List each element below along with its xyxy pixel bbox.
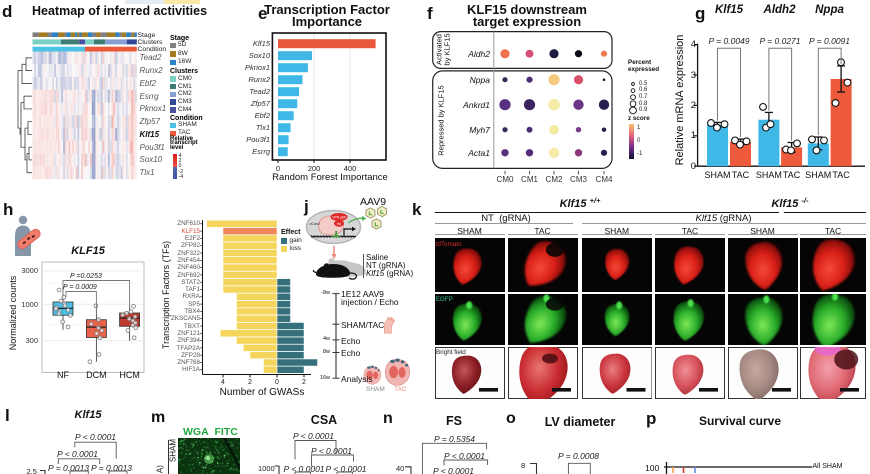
svg-text:rta: rta (337, 222, 341, 226)
svg-text:VPR p65: VPR p65 (332, 215, 346, 219)
svg-text:dCas9: dCas9 (310, 222, 320, 226)
